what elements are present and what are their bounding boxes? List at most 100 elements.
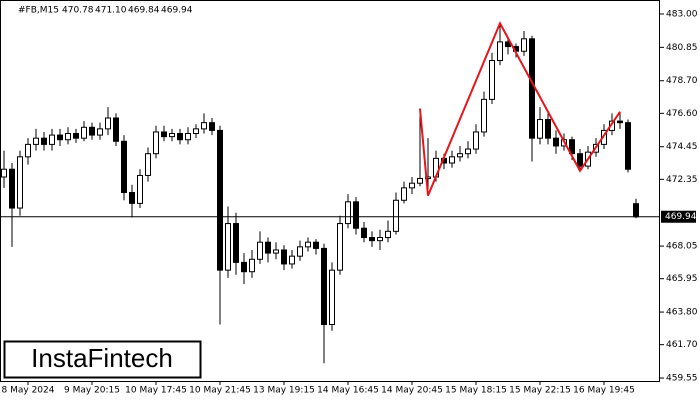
candle-body bbox=[289, 255, 295, 265]
candle-body bbox=[161, 131, 167, 138]
candle-body bbox=[137, 174, 143, 204]
candle-body bbox=[321, 247, 327, 325]
header-value: 469.94 bbox=[161, 6, 193, 16]
candle-body bbox=[457, 153, 463, 158]
candle-body bbox=[393, 199, 399, 232]
pattern-line bbox=[419, 20, 621, 197]
candle-body bbox=[297, 246, 303, 257]
candle-body bbox=[105, 117, 111, 130]
candle-body bbox=[201, 122, 207, 130]
current-price-label: 469.94 bbox=[665, 212, 697, 222]
candle-body bbox=[41, 137, 47, 145]
candle-body bbox=[273, 249, 279, 254]
y-tick-label: 472.35 bbox=[666, 175, 698, 185]
candle-body bbox=[305, 241, 311, 248]
y-tick-label: 461.70 bbox=[666, 340, 698, 350]
header-value: 469.84 bbox=[128, 6, 160, 16]
header-value: 470.78 bbox=[62, 6, 94, 16]
x-tick-label: 15 May 18:15 bbox=[445, 386, 507, 396]
symbol: #FB,M15 bbox=[18, 6, 59, 16]
candle-body bbox=[265, 241, 271, 254]
candle-body bbox=[625, 122, 631, 170]
candle-body bbox=[497, 41, 503, 62]
x-tick-label: 14 May 20:45 bbox=[381, 386, 443, 396]
y-tick-label: 478.70 bbox=[666, 76, 698, 86]
candle-body bbox=[385, 230, 391, 239]
candle-body bbox=[209, 122, 215, 131]
x-tick-label: 13 May 19:15 bbox=[253, 386, 315, 396]
candle-body bbox=[577, 153, 583, 167]
candle-body bbox=[9, 168, 15, 209]
candle-body bbox=[617, 120, 623, 124]
candle-body bbox=[57, 134, 63, 141]
candle-body bbox=[113, 117, 119, 142]
candle-body bbox=[89, 126, 95, 136]
candle-body bbox=[281, 249, 287, 265]
y-tick-label: 476.60 bbox=[666, 109, 698, 119]
x-tick-label: 15 May 22:15 bbox=[509, 386, 571, 396]
candle-body bbox=[633, 203, 639, 218]
candle-body bbox=[449, 156, 455, 164]
x-tick-label: 16 May 19:45 bbox=[573, 386, 635, 396]
y-tick-label: 480.85 bbox=[666, 43, 698, 53]
candle-body bbox=[225, 223, 231, 271]
candle-body bbox=[417, 178, 423, 184]
candle-body bbox=[529, 38, 535, 139]
candle-body bbox=[465, 148, 471, 155]
header-value: 471.10 bbox=[95, 6, 127, 16]
candle-body bbox=[353, 201, 359, 229]
candle-body bbox=[361, 227, 367, 239]
candle-body bbox=[553, 137, 559, 147]
candle-body bbox=[193, 128, 199, 135]
logo: InstaFintech bbox=[31, 343, 173, 373]
candle-body bbox=[313, 241, 319, 249]
x-tick-label: 8 May 2024 bbox=[2, 386, 55, 396]
candle-body bbox=[329, 269, 335, 325]
candle-body bbox=[545, 119, 551, 139]
candle-body bbox=[73, 133, 79, 139]
logo-box bbox=[3, 340, 202, 379]
candle-body bbox=[233, 223, 239, 263]
candle-body bbox=[337, 223, 343, 271]
y-tick-label: 468.05 bbox=[666, 242, 698, 252]
candle-body bbox=[185, 133, 191, 141]
candle-body bbox=[217, 129, 223, 271]
candle-body bbox=[169, 133, 175, 138]
candle-body bbox=[97, 128, 103, 136]
candle-body bbox=[401, 187, 407, 201]
candle-body bbox=[153, 131, 159, 155]
y-tick-label: 465.95 bbox=[666, 274, 698, 284]
candle-body bbox=[1, 168, 7, 178]
candle-body bbox=[569, 139, 575, 155]
candle-body bbox=[537, 119, 543, 139]
candle-body bbox=[257, 241, 263, 260]
y-tick-label: 474.45 bbox=[666, 142, 698, 152]
candle-body bbox=[489, 60, 495, 100]
candle-body bbox=[377, 237, 383, 242]
x-tick-label: 14 May 16:45 bbox=[317, 386, 379, 396]
candle-body bbox=[65, 133, 71, 141]
candle-body bbox=[145, 153, 151, 176]
candle-body bbox=[17, 156, 23, 209]
candle-body bbox=[25, 143, 31, 158]
current-price-box bbox=[661, 210, 696, 223]
x-tick-label: 10 May 17:45 bbox=[125, 386, 187, 396]
candle-body bbox=[521, 38, 527, 52]
candle-body bbox=[241, 261, 247, 273]
y-tick-label: 463.80 bbox=[666, 308, 698, 318]
y-tick-label: 459.55 bbox=[666, 374, 698, 384]
candle-body bbox=[369, 237, 375, 242]
x-tick-label: 10 May 21:45 bbox=[189, 386, 251, 396]
candle-body bbox=[121, 140, 127, 194]
candle-body bbox=[177, 133, 183, 141]
candle-body bbox=[49, 134, 55, 145]
candle-body bbox=[33, 137, 39, 145]
candle-body bbox=[129, 192, 135, 204]
candle-body bbox=[473, 131, 479, 150]
candle-body bbox=[345, 201, 351, 225]
candle-body bbox=[481, 98, 487, 133]
candle-body bbox=[81, 126, 87, 139]
candle-body bbox=[409, 182, 415, 189]
